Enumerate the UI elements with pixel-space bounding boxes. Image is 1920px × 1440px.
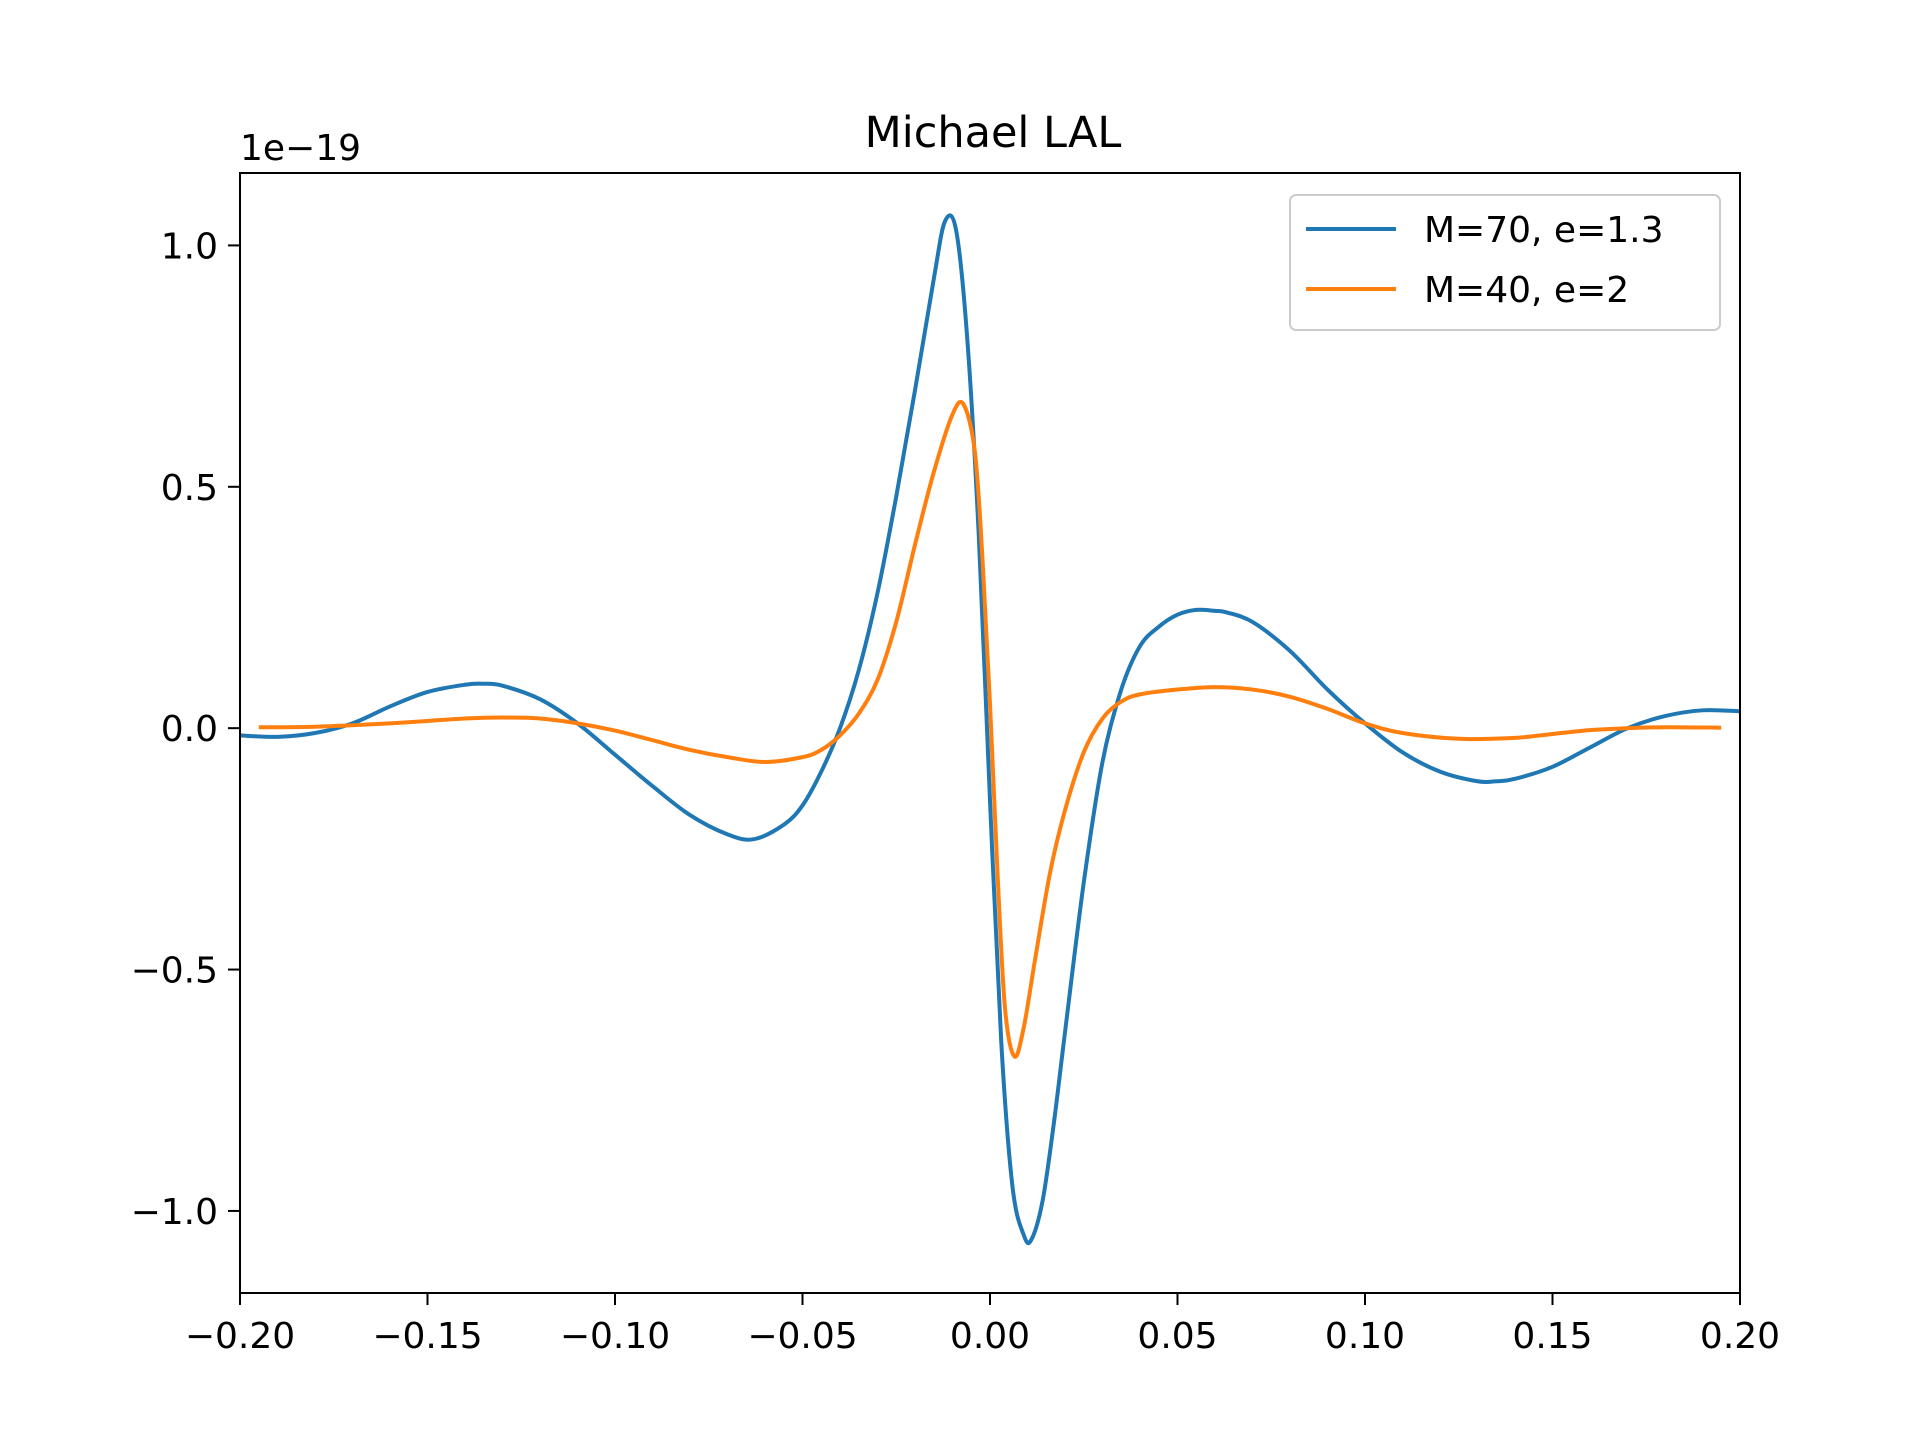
x-tick-label: 0.10 (1325, 1316, 1405, 1357)
legend: M=70, e=1.3 M=40, e=2 (1289, 194, 1721, 331)
y-tick-label: 0.5 (161, 468, 218, 509)
chart-title: Michael LAL (865, 108, 1122, 158)
y-offset-label: 1e−19 (240, 128, 361, 169)
y-tick-label: 0.0 (161, 709, 218, 750)
x-axis: −0.20 −0.15 −0.10 −0.05 0.00 0.05 0.10 0.15 0.20 (185, 1293, 1780, 1357)
legend-label-series-2: M=40, e=2 (1424, 270, 1629, 311)
legend-label-series-1: M=70, e=1.3 (1424, 210, 1663, 251)
y-tick-label: −1.0 (131, 1192, 218, 1233)
series-line-2 (258, 399, 1722, 1059)
y-tick-label: −0.5 (131, 951, 218, 992)
y-tick-label: 1.0 (161, 226, 218, 267)
x-tick-label: 0.15 (1512, 1316, 1592, 1357)
x-tick-label: −0.05 (747, 1316, 857, 1357)
y-axis: −1.0 −0.5 0.0 0.5 1.0 (131, 226, 240, 1233)
x-tick-label: −0.15 (372, 1316, 482, 1357)
x-tick-label: −0.10 (560, 1316, 670, 1357)
x-tick-label: 0.20 (1700, 1316, 1780, 1357)
x-tick-label: 0.00 (950, 1316, 1030, 1357)
x-tick-label: −0.20 (185, 1316, 295, 1357)
series-layer (240, 213, 1740, 1246)
x-tick-label: 0.05 (1137, 1316, 1217, 1357)
legend-box (1289, 194, 1721, 331)
